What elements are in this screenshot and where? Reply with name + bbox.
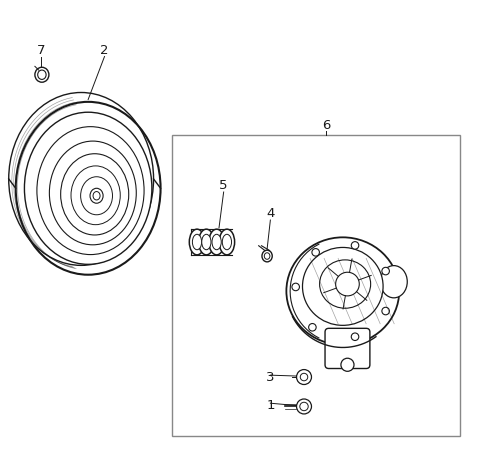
Circle shape — [297, 399, 312, 414]
Ellipse shape — [192, 235, 202, 250]
Bar — [172, 134, 459, 436]
Circle shape — [297, 369, 312, 384]
Ellipse shape — [222, 235, 231, 250]
Ellipse shape — [24, 112, 152, 264]
Ellipse shape — [320, 260, 371, 308]
Ellipse shape — [90, 188, 103, 203]
Ellipse shape — [212, 235, 221, 250]
Text: 5: 5 — [219, 180, 228, 192]
Ellipse shape — [81, 177, 112, 215]
Ellipse shape — [287, 237, 399, 345]
Text: 2: 2 — [100, 44, 109, 57]
Ellipse shape — [60, 154, 129, 235]
Ellipse shape — [302, 247, 383, 325]
Circle shape — [382, 267, 389, 275]
FancyBboxPatch shape — [325, 329, 370, 368]
Ellipse shape — [262, 250, 272, 262]
Ellipse shape — [209, 229, 224, 255]
Ellipse shape — [38, 70, 46, 79]
Ellipse shape — [264, 253, 270, 259]
Ellipse shape — [49, 141, 136, 245]
Text: 1: 1 — [266, 399, 275, 412]
Circle shape — [351, 333, 359, 340]
Text: 7: 7 — [37, 44, 46, 57]
Circle shape — [312, 249, 319, 256]
Circle shape — [341, 358, 354, 371]
Ellipse shape — [93, 192, 100, 200]
Ellipse shape — [16, 102, 161, 274]
Circle shape — [336, 272, 360, 296]
Ellipse shape — [219, 229, 235, 255]
Ellipse shape — [202, 235, 211, 250]
Circle shape — [300, 373, 308, 381]
Circle shape — [300, 402, 308, 411]
Ellipse shape — [199, 229, 214, 255]
Text: 6: 6 — [322, 119, 331, 132]
Circle shape — [309, 323, 316, 331]
Ellipse shape — [381, 266, 407, 298]
Ellipse shape — [71, 166, 120, 225]
Circle shape — [382, 307, 389, 315]
Ellipse shape — [37, 126, 144, 255]
Ellipse shape — [35, 67, 49, 82]
Text: 3: 3 — [266, 371, 275, 384]
Ellipse shape — [189, 229, 205, 255]
Circle shape — [292, 283, 300, 291]
Circle shape — [351, 242, 359, 249]
Text: 4: 4 — [266, 207, 275, 220]
